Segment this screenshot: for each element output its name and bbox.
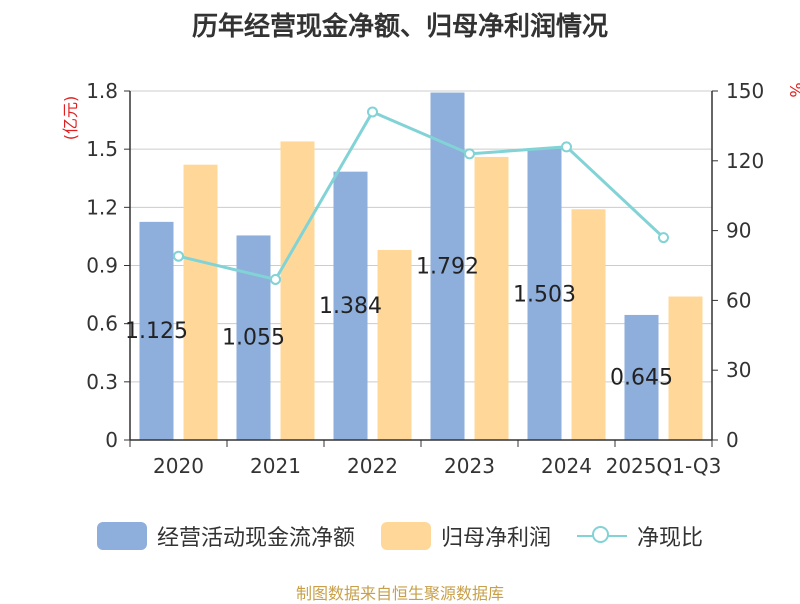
left-tick-label: 0 (105, 428, 118, 452)
right-tick-label: 0 (726, 428, 739, 452)
legend-item-cash-ratio[interactable]: 净现比 (577, 520, 703, 552)
right-tick-label: 60 (726, 288, 751, 312)
ratio-point (173, 250, 184, 262)
bar-net-profit (668, 296, 703, 440)
legend-label-cash-ratio: 净现比 (637, 526, 704, 551)
bar-net-profit (571, 209, 606, 440)
ratio-point (270, 273, 281, 285)
x-tick-label: 2024 (541, 454, 592, 478)
data-label-operating-cash: 1.055 (222, 326, 285, 351)
source-note: 制图数据来自恒生聚源数据库 (295, 584, 504, 603)
data-label-operating-cash: 1.503 (513, 282, 576, 307)
bar-operating-cash (333, 171, 368, 440)
legend-item-net-profit[interactable]: 归母净利润 (380, 520, 551, 552)
legend-label-net-profit: 归母净利润 (440, 526, 551, 551)
bar-operating-cash (527, 148, 562, 440)
x-tick-label: 2020 (153, 454, 204, 478)
right-tick-label: 120 (726, 149, 764, 173)
bar-net-profit (474, 156, 509, 440)
left-tick-label: 0.3 (86, 370, 118, 394)
bar-net-profit (183, 164, 218, 440)
legend: 经营活动现金流净额 归母净利润 净现比 (0, 520, 800, 552)
legend-swatch-cash-ratio (577, 522, 627, 550)
ratio-point (658, 232, 669, 244)
ratio-point (367, 106, 378, 118)
data-label-operating-cash: 1.384 (319, 294, 382, 319)
legend-item-operating-cash[interactable]: 经营活动现金流净额 (96, 520, 355, 552)
left-tick-label: 0.9 (86, 254, 118, 278)
legend-swatch-operating-cash (96, 522, 147, 550)
right-tick-label: 150 (726, 79, 764, 103)
x-tick-label: 2022 (347, 454, 398, 478)
bar-operating-cash (236, 235, 271, 440)
x-tick-label: 2023 (444, 454, 495, 478)
ratio-point (561, 141, 572, 153)
left-tick-label: 1.2 (86, 195, 118, 219)
legend-swatch-net-profit (380, 522, 431, 550)
legend-label-operating-cash: 经营活动现金流净额 (156, 526, 355, 551)
chart-title: 历年经营现金净额、归母净利润情况 (191, 12, 608, 42)
right-tick-label: 30 (726, 358, 751, 382)
ratio-line (178, 110, 665, 282)
x-tick-label: 2021 (250, 454, 301, 478)
left-tick-label: 1.5 (86, 137, 118, 161)
data-label-operating-cash: 1.792 (416, 254, 479, 279)
right-tick-label: 90 (726, 219, 751, 243)
data-label-operating-cash: 0.645 (610, 365, 673, 390)
left-tick-label: 0.6 (86, 312, 118, 336)
x-tick-label: 2025Q1-Q3 (606, 454, 722, 478)
right-axis-unit: % (786, 82, 800, 97)
left-axis-unit: (亿元) (61, 96, 80, 141)
ratio-point (464, 148, 475, 160)
bar-net-profit (377, 249, 412, 440)
data-label-operating-cash: 1.125 (125, 319, 188, 344)
left-tick-label: 1.8 (86, 79, 118, 103)
bar-net-profit (280, 141, 315, 440)
bar-operating-cash (624, 314, 659, 440)
bar-operating-cash (139, 221, 174, 440)
